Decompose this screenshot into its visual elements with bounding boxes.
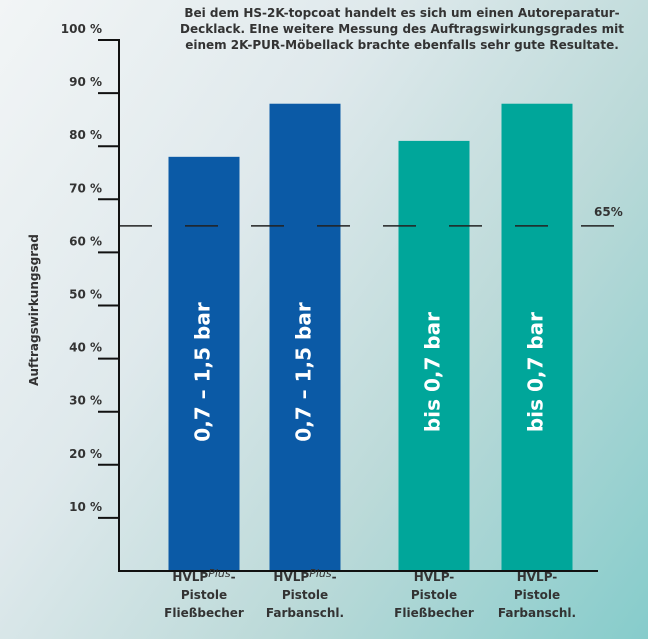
bars [168, 103, 573, 571]
y-tick-label: 10 % [69, 500, 102, 514]
y-tick-label: 50 % [69, 288, 102, 302]
reference-line-label: 65% [594, 205, 623, 219]
y-tick-label: 60 % [69, 234, 102, 248]
bar-label: 0,7 – 1,5 bar [191, 302, 215, 442]
y-tick-label: 40 % [69, 341, 102, 355]
bar [269, 103, 341, 571]
y-tick-label: 80 % [69, 128, 102, 142]
reference-line: 65% [119, 205, 628, 227]
bar-label: bis 0,7 bar [421, 312, 445, 432]
y-tick-label: 100 % [61, 22, 102, 36]
bar [501, 103, 573, 571]
chart-note: Bei dem HS-2K-topcoat handelt es sich um… [172, 5, 632, 53]
y-axis-title: Auftragswirkungsgrad [27, 234, 41, 386]
bar-labels: 0,7 – 1,5 bar 0,7 – 1,5 bar bis 0,7 bar bis… [191, 302, 548, 442]
note-line-3: einem 2K-PUR-Möbellack brachte ebenfalls… [185, 38, 619, 52]
bar-label: bis 0,7 bar [524, 312, 548, 432]
y-tick-label: 20 % [69, 447, 102, 461]
y-ticks: 10 % 20 % 30 % 40 % 50 % 60 % 70 % 80 % 90 % 100 … [61, 22, 120, 519]
note-line-1: Bei dem HS-2K-topcoat handelt es sich um… [184, 6, 620, 20]
y-tick-label: 30 % [69, 394, 102, 408]
note-line-2: Decklack. EIne weitere Messung des Auftr… [180, 22, 624, 36]
bar-label: 0,7 – 1,5 bar [292, 302, 316, 442]
y-tick-label: 70 % [69, 181, 102, 195]
x-category-label: HVLP- Pistole Farbanschl. [497, 570, 577, 620]
x-category-label: HVLP- Pistole Fließbecher [394, 570, 474, 620]
bar [398, 140, 470, 571]
x-category-label: HVLPPlus- Pistole Fließbecher [164, 567, 244, 621]
y-tick-label: 90 % [69, 75, 102, 89]
x-category-label: HVLPPlus- Pistole Farbanschl. [265, 567, 345, 621]
